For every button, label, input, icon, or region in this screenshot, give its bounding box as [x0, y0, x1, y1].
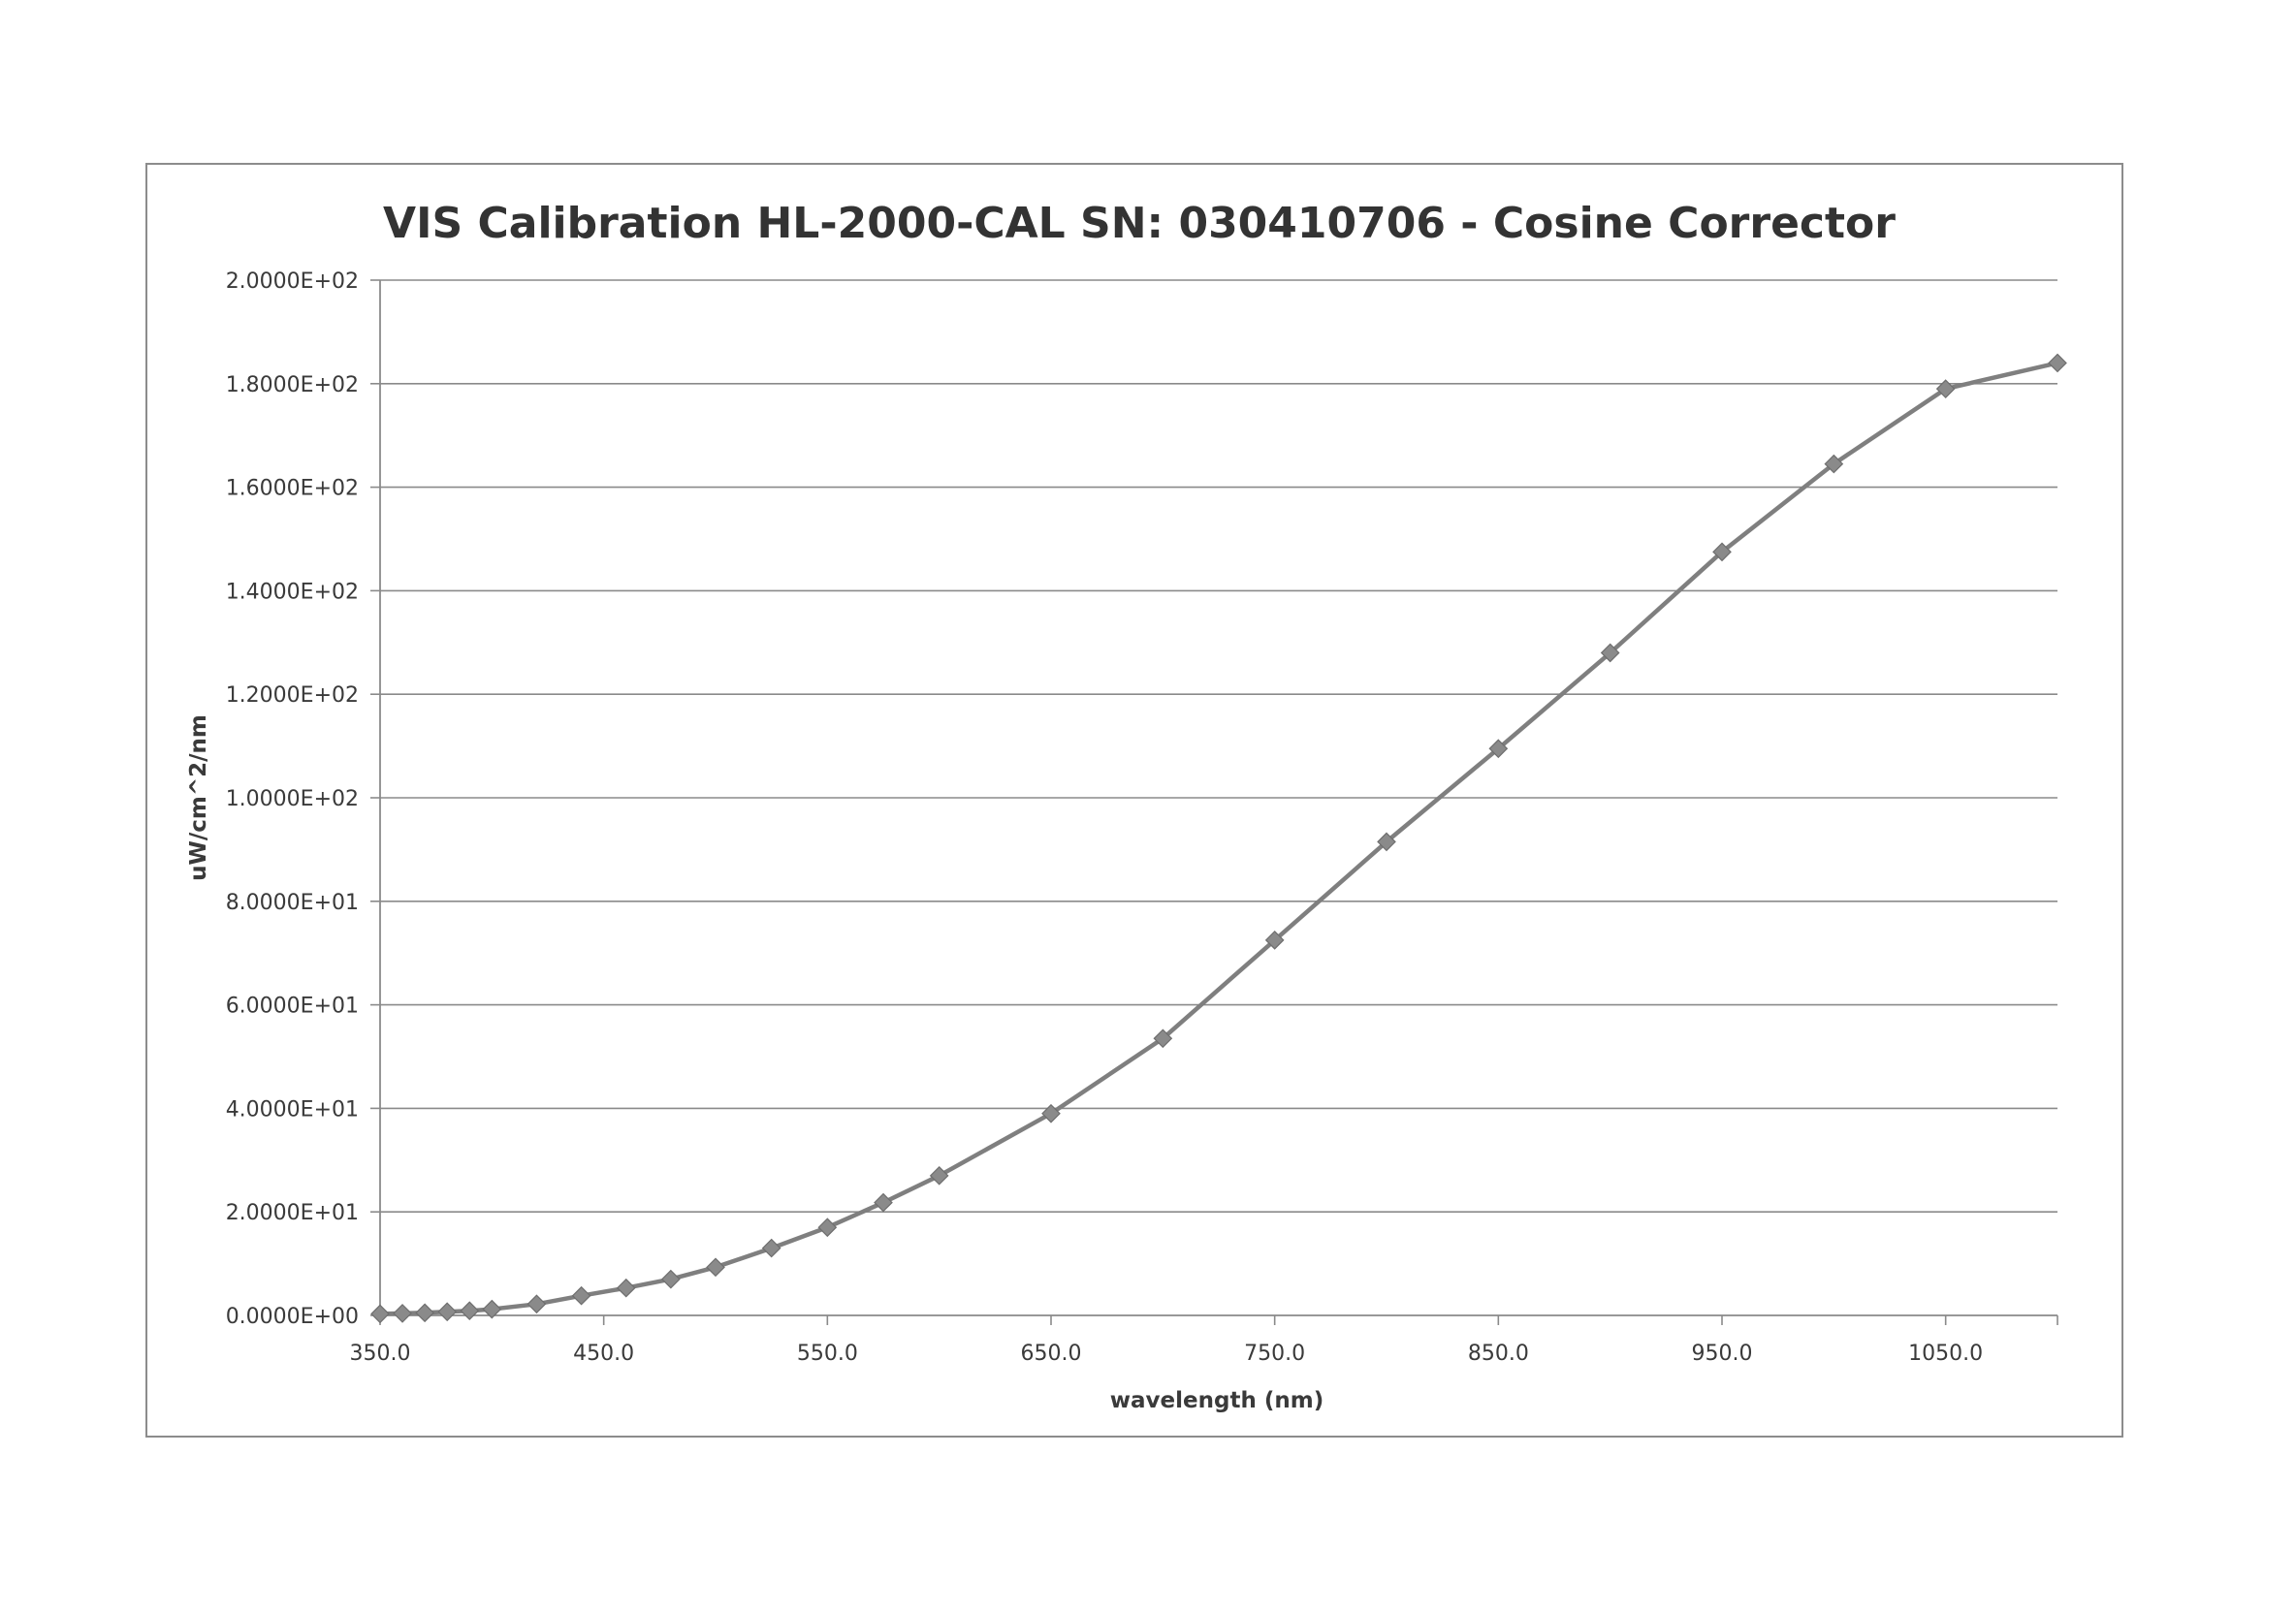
y-tick-label: 2.0000E+02	[226, 269, 359, 294]
data-point	[616, 1278, 636, 1298]
x-tick-label: 950.0	[1692, 1342, 1753, 1366]
x-tick-label: 350.0	[350, 1342, 411, 1366]
data-point	[1488, 739, 1509, 759]
y-tick-label: 1.0000E+02	[226, 787, 359, 811]
x-tick-label: 450.0	[573, 1342, 634, 1366]
data-point	[929, 1165, 949, 1186]
y-tick-label: 6.0000E+01	[226, 995, 359, 1019]
data-point	[817, 1218, 838, 1238]
data-point	[1377, 832, 1396, 852]
data-point	[393, 1304, 412, 1323]
data-point	[1600, 643, 1620, 663]
y-tick-label: 8.0000E+01	[226, 891, 359, 915]
y-tick-label: 0.0000E+00	[226, 1305, 359, 1329]
data-point	[1041, 1103, 1061, 1123]
data-point	[526, 1294, 547, 1314]
chart-title: VIS Calibration HL-2000-CAL SN: 03041070…	[383, 199, 1896, 248]
series-layer	[370, 353, 2067, 1324]
data-point	[1264, 931, 1285, 950]
y-tick-label: 1.8000E+02	[226, 373, 359, 397]
y-tick-label: 4.0000E+01	[226, 1097, 359, 1122]
data-point	[571, 1285, 591, 1306]
x-axis-ticks: 350.0 450.0 550.0 650.0 750.0 850.0 950.0 1050.…	[350, 1315, 2058, 1366]
data-point	[415, 1303, 434, 1323]
data-point	[1153, 1028, 1173, 1049]
y-axis-ticks: 0.0000E+00 2.0000E+01 4.0000E+01 6.0000E+01…	[226, 269, 380, 1329]
y-tick-label: 2.0000E+01	[226, 1201, 359, 1225]
y-tick-label: 1.4000E+02	[226, 580, 359, 604]
chart-frame	[145, 163, 2123, 1438]
x-tick-label: 750.0	[1244, 1342, 1305, 1366]
x-tick-label: 1050.0	[1908, 1342, 1983, 1366]
data-point	[460, 1301, 480, 1321]
gridlines	[380, 279, 2057, 1213]
data-point	[706, 1257, 725, 1278]
x-tick-label: 550.0	[797, 1342, 858, 1366]
data-point	[2048, 353, 2067, 373]
data-point	[482, 1299, 502, 1319]
series-line	[379, 361, 2058, 1316]
y-tick-label: 1.2000E+02	[226, 683, 359, 708]
data-point	[1712, 542, 1732, 562]
data-point	[661, 1269, 681, 1289]
data-point	[1935, 379, 1956, 398]
data-point	[874, 1192, 893, 1213]
x-tick-label: 850.0	[1468, 1342, 1529, 1366]
data-point	[761, 1238, 781, 1258]
x-tick-label: 650.0	[1021, 1342, 1082, 1366]
y-axis-title: uW/cm^2/nm	[186, 714, 211, 881]
data-point	[437, 1302, 458, 1322]
y-tick-label: 1.6000E+02	[226, 477, 359, 501]
x-axis-title: wavelength (nm)	[1110, 1388, 1323, 1413]
data-point	[370, 1304, 390, 1324]
data-point	[1824, 454, 1844, 474]
